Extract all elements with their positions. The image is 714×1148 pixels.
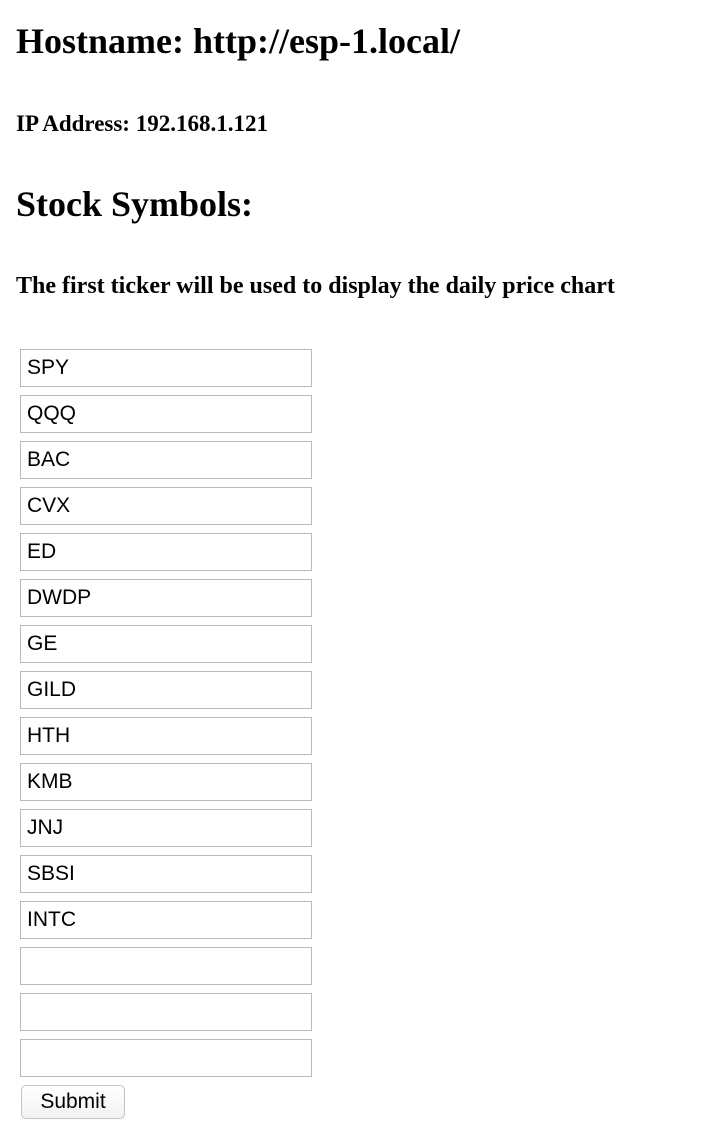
ticker-input-8[interactable] [20,671,312,709]
ticker-input-2[interactable] [20,395,312,433]
ticker-input-7[interactable] [20,625,312,663]
ticker-input-16[interactable] [20,1039,312,1077]
ticker-form: Submit [20,349,312,1119]
first-ticker-note: The first ticker will be used to display… [16,273,615,299]
ticker-input-6[interactable] [20,579,312,617]
ticker-input-3[interactable] [20,441,312,479]
ticker-input-9[interactable] [20,717,312,755]
stock-symbols-title: Stock Symbols: [16,184,254,224]
ticker-input-12[interactable] [20,855,312,893]
ticker-input-14[interactable] [20,947,312,985]
ip-address-heading: IP Address: 192.168.1.121 [16,111,268,136]
ticker-input-4[interactable] [20,487,312,525]
ticker-input-10[interactable] [20,763,312,801]
submit-button[interactable]: Submit [21,1085,125,1119]
ticker-input-1[interactable] [20,349,312,387]
hostname-heading: Hostname: http://esp-1.local/ [16,21,460,61]
ticker-input-5[interactable] [20,533,312,571]
ticker-input-13[interactable] [20,901,312,939]
ticker-input-15[interactable] [20,993,312,1031]
ticker-input-11[interactable] [20,809,312,847]
